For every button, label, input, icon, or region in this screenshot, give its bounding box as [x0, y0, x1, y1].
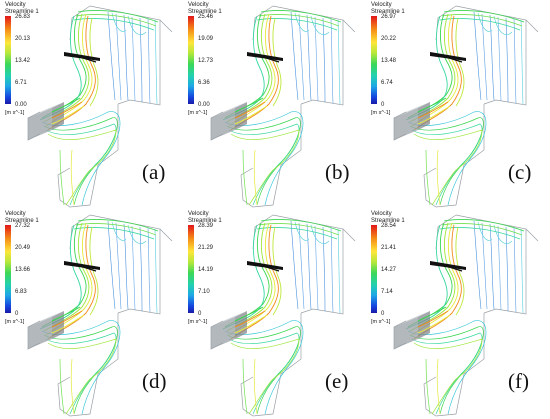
- duct-streamline-image: [27, 214, 173, 417]
- legend-title-line1: Velocity: [5, 211, 26, 217]
- legend-tick-0: 26.83: [15, 14, 31, 20]
- legend-tick-3: 7.10: [198, 289, 210, 295]
- legend-title-line2: Streamline 1: [5, 218, 39, 224]
- colorbar: [188, 225, 194, 313]
- velocity-legend: Velocity Streamline 1 28.54 21.41 14.27 …: [368, 211, 428, 331]
- legend-tick-3: 7.14: [381, 289, 393, 295]
- legend-unit: [m s^-1]: [188, 319, 208, 325]
- legend-title-line2: Streamline 1: [371, 218, 405, 224]
- legend-unit: [m s^-1]: [188, 110, 208, 116]
- legend-unit: [m s^-1]: [371, 110, 391, 116]
- legend-tick-2: 14.19: [198, 267, 214, 273]
- panel-label: (c): [508, 160, 532, 184]
- panel-label: (b): [325, 160, 350, 184]
- legend-title: Velocity Streamline 1: [371, 211, 405, 225]
- panel-label: (d): [142, 369, 167, 393]
- legend-title: Velocity Streamline 1: [5, 211, 39, 225]
- cfd-panel-6: Velocity Streamline 1 28.54 21.41 14.27 …: [366, 209, 549, 418]
- legend-tick-1: 21.41: [381, 245, 397, 251]
- legend-tick-2: 13.42: [15, 58, 31, 64]
- velocity-legend: Velocity Streamline 1 25.46 19.09 12.73 …: [185, 2, 245, 122]
- legend-tick-3: 6.71: [15, 80, 27, 86]
- cfd-panel-5: Velocity Streamline 1 28.39 21.29 14.19 …: [183, 209, 366, 418]
- colorbar: [188, 16, 194, 104]
- legend-tick-4: 0: [381, 102, 385, 108]
- cfd-panel-2: Velocity Streamline 1 25.46 19.09 12.73 …: [183, 0, 366, 209]
- velocity-legend: Velocity Streamline 1 26.97 20.22 13.48 …: [368, 2, 428, 122]
- legend-title: Velocity Streamline 1: [371, 2, 405, 16]
- legend-tick-0: 26.97: [381, 14, 397, 20]
- legend-tick-1: 20.13: [15, 36, 31, 42]
- legend-title-line1: Velocity: [371, 2, 392, 8]
- legend-tick-3: 6.36: [198, 80, 210, 86]
- legend-title-line2: Streamline 1: [5, 9, 39, 15]
- legend-title-line1: Velocity: [5, 2, 26, 8]
- legend-tick-4: 0: [15, 311, 19, 317]
- legend-title: Velocity Streamline 1: [188, 211, 222, 225]
- cfd-panel-4: Velocity Streamline 1 27.32 20.49 13.66 …: [0, 209, 183, 418]
- panel-label: (e): [325, 369, 349, 393]
- legend-title-line2: Streamline 1: [188, 218, 222, 224]
- velocity-legend: Velocity Streamline 1 28.39 21.29 14.19 …: [185, 211, 245, 331]
- velocity-legend: Velocity Streamline 1 27.32 20.49 13.66 …: [2, 211, 62, 331]
- duct-streamline-image: [210, 5, 356, 208]
- cfd-panel-1: Velocity Streamline 1 26.83 20.13 13.42 …: [0, 0, 183, 209]
- legend-unit: [m s^-1]: [371, 319, 391, 325]
- legend-tick-3: 6.74: [381, 80, 393, 86]
- legend-tick-1: 20.22: [381, 36, 397, 42]
- legend-tick-4: 0.00: [15, 102, 27, 108]
- legend-unit: [m s^-1]: [5, 319, 25, 325]
- legend-tick-4: 0: [381, 311, 385, 317]
- legend-tick-2: 13.48: [381, 58, 397, 64]
- legend-tick-1: 20.49: [15, 245, 31, 251]
- legend-title-line1: Velocity: [371, 211, 392, 217]
- duct-streamline-image: [210, 214, 356, 417]
- legend-tick-4: 0: [198, 311, 202, 317]
- legend-tick-2: 12.73: [198, 58, 214, 64]
- duct-streamline-image: [27, 5, 173, 208]
- legend-title-line2: Streamline 1: [188, 9, 222, 15]
- velocity-legend: Velocity Streamline 1 26.83 20.13 13.42 …: [2, 2, 62, 122]
- legend-tick-1: 19.09: [198, 36, 214, 42]
- legend-tick-0: 25.46: [198, 14, 214, 20]
- panel-label: (a): [142, 160, 166, 184]
- legend-title-line2: Streamline 1: [371, 9, 405, 15]
- legend-tick-0: 27.32: [15, 223, 31, 229]
- colorbar: [5, 225, 11, 313]
- colorbar: [371, 225, 377, 313]
- legend-tick-2: 14.27: [381, 267, 397, 273]
- legend-tick-4: 0.00: [198, 102, 210, 108]
- legend-title-line1: Velocity: [188, 2, 209, 8]
- legend-title: Velocity Streamline 1: [5, 2, 39, 16]
- duct-streamline-image: [393, 214, 539, 417]
- legend-unit: [m s^-1]: [5, 110, 25, 116]
- colorbar: [5, 16, 11, 104]
- panel-label: (f): [508, 369, 529, 393]
- legend-tick-0: 28.54: [381, 223, 397, 229]
- legend-tick-3: 6.83: [15, 289, 27, 295]
- duct-streamline-image: [393, 5, 539, 208]
- legend-title-line1: Velocity: [188, 211, 209, 217]
- legend-title: Velocity Streamline 1: [188, 2, 222, 16]
- legend-tick-0: 28.39: [198, 223, 214, 229]
- legend-tick-2: 13.66: [15, 267, 31, 273]
- colorbar: [371, 16, 377, 104]
- cfd-panel-3: Velocity Streamline 1 26.97 20.22 13.48 …: [366, 0, 549, 209]
- legend-tick-1: 21.29: [198, 245, 214, 251]
